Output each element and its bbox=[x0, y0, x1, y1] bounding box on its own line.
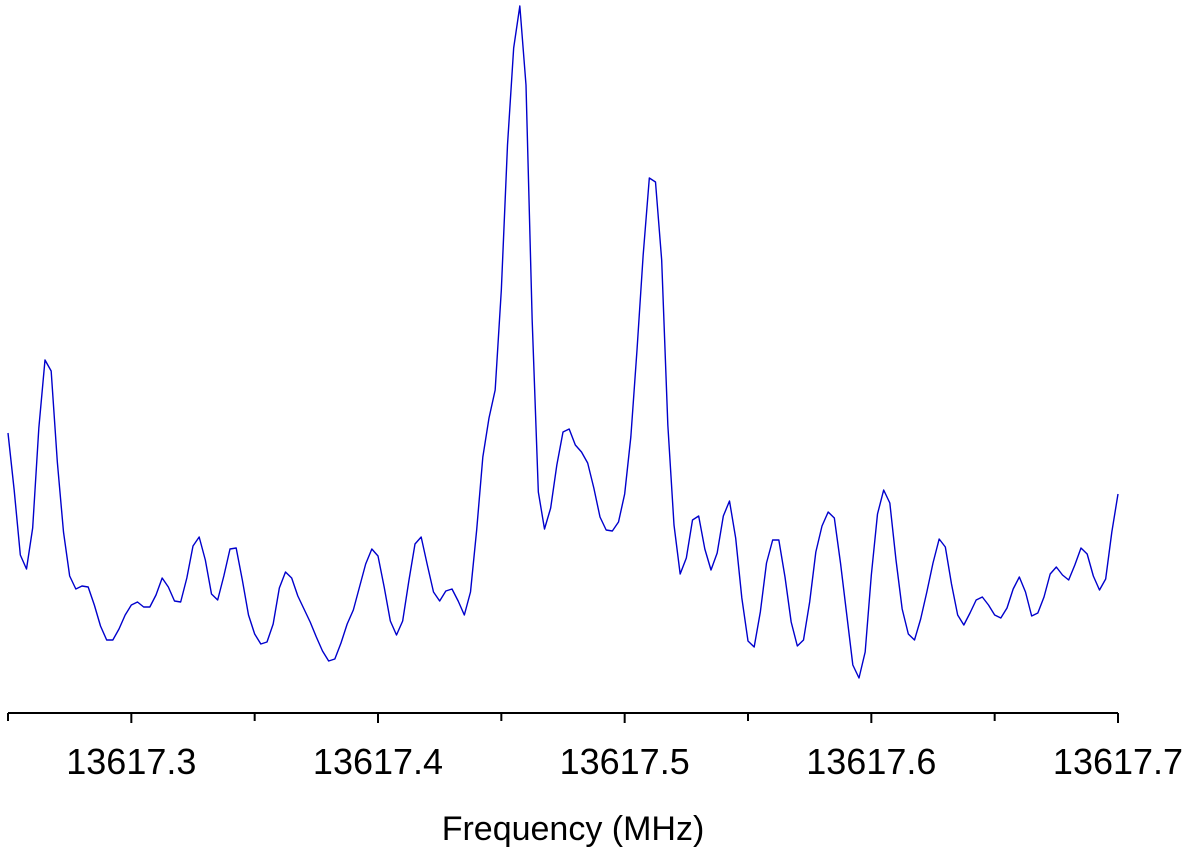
x-tick-label: 13617.4 bbox=[313, 741, 443, 782]
x-tick-label: 13617.3 bbox=[66, 741, 196, 782]
x-tick-label: 13617.6 bbox=[806, 741, 936, 782]
x-tick-label: 13617.5 bbox=[560, 741, 690, 782]
x-tick-label: 13617.7 bbox=[1053, 741, 1183, 782]
x-axis-label: Frequency (MHz) bbox=[442, 810, 705, 848]
spectrum-line bbox=[7, 5, 1119, 679]
